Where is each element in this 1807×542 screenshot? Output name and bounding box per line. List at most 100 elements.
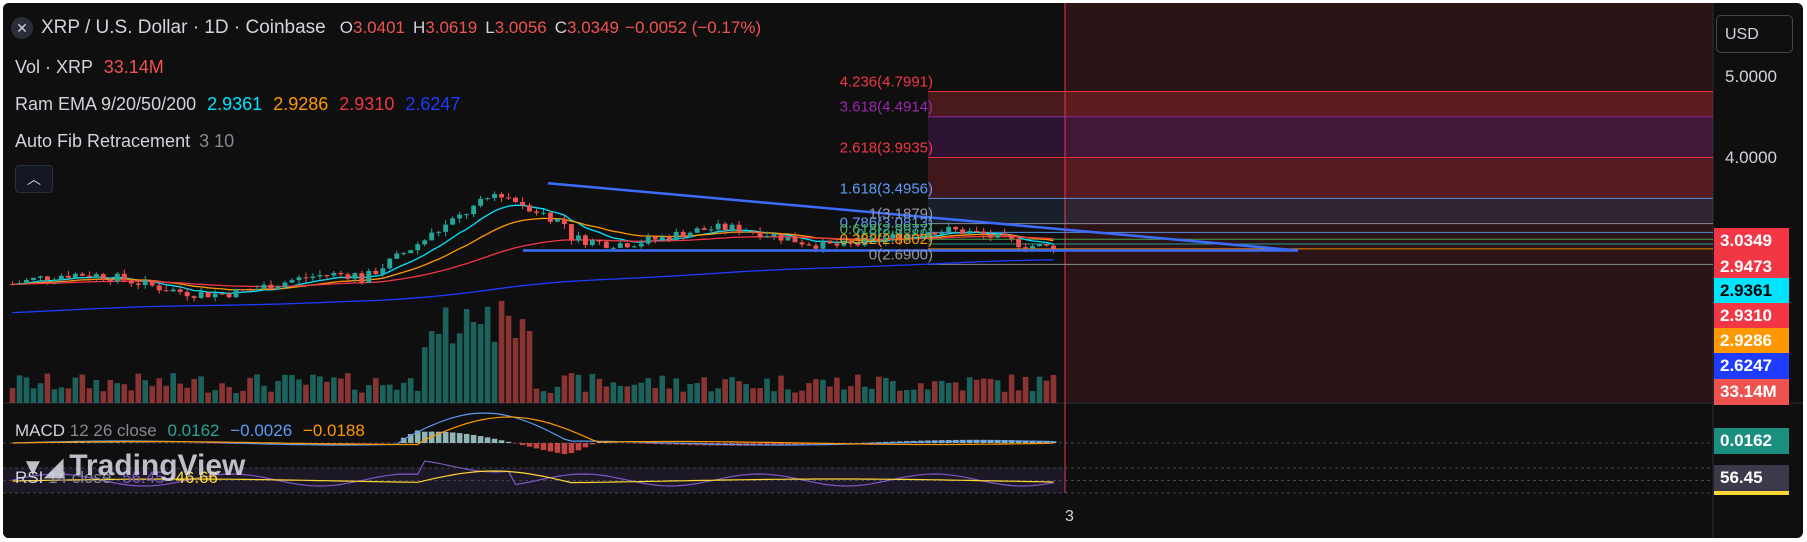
volume-bar	[931, 381, 938, 403]
volume-bar	[666, 388, 673, 403]
macd-legend[interactable]: MACD 12 26 close 0.0162 −0.0026 −0.0188	[15, 421, 365, 441]
candle-body	[548, 212, 553, 222]
volume-bar	[400, 382, 407, 403]
macd-histogram-bar	[107, 442, 114, 443]
candle-body	[631, 246, 637, 248]
volume-bar	[72, 377, 79, 403]
volume-bar	[393, 389, 400, 403]
macd-histogram-bar	[1050, 441, 1057, 443]
volume-bar	[226, 387, 232, 403]
currency-button[interactable]: USD	[1716, 15, 1793, 53]
volume-bar	[198, 376, 204, 403]
volume-bar	[9, 388, 16, 403]
fib-level-label: 4.236(4.7991)	[840, 73, 933, 90]
macd-line-value: −0.0026	[230, 421, 293, 440]
candle-body	[1044, 244, 1049, 246]
candle-body	[506, 197, 511, 199]
candle-body	[883, 238, 889, 242]
volume-bar	[883, 377, 889, 403]
symbol-title[interactable]: XRP / U.S. Dollar · 1D · Coinbase	[41, 17, 326, 38]
volume-bar	[1029, 391, 1036, 403]
candle-body	[408, 250, 414, 254]
candle-body	[289, 280, 295, 283]
macd-histogram-bar	[771, 443, 777, 446]
candle-body	[17, 283, 22, 285]
candle-body	[275, 286, 281, 290]
candle-body	[953, 226, 959, 230]
xrp-logo-icon: ✕	[11, 17, 33, 39]
volume-bar	[463, 309, 470, 403]
volume-bar	[715, 388, 721, 403]
candle-body	[764, 236, 770, 238]
candle-body	[24, 280, 29, 284]
macd-histogram-bar	[589, 443, 596, 445]
macd-histogram-bar	[65, 442, 72, 443]
macd-histogram-bar	[414, 430, 421, 443]
volume-bar	[834, 377, 840, 403]
candle-body	[478, 198, 484, 206]
volume-bar	[841, 389, 847, 403]
macd-histogram-bar	[505, 441, 512, 443]
candle-body	[876, 238, 882, 242]
candle-body	[149, 280, 155, 286]
open-label: O	[339, 18, 353, 37]
candle-body	[268, 284, 274, 290]
volume-bar	[729, 377, 735, 403]
collapse-legend-button[interactable]: ︿	[15, 165, 53, 193]
candle-body	[918, 234, 924, 236]
macd-histogram-bar	[561, 443, 568, 455]
candle-body	[422, 240, 428, 245]
candle-body	[792, 237, 798, 243]
change-value: −0.0052 (−0.17%)	[625, 18, 762, 37]
volume-bar	[184, 387, 190, 403]
fib-level-label: 0.382(2.8802)	[840, 231, 933, 248]
candle-body	[729, 224, 735, 231]
fib-band	[928, 198, 1713, 224]
volume-bar	[219, 383, 225, 403]
candle-body	[366, 270, 372, 283]
candle-body	[247, 289, 253, 291]
volume-bar	[386, 384, 393, 403]
candle-body	[387, 258, 393, 269]
macd-histogram-bar	[114, 442, 121, 443]
candle-body	[520, 201, 525, 206]
volume-legend[interactable]: Vol · XRP 33.14M	[15, 57, 164, 78]
volume-bar	[582, 391, 589, 403]
volume-bar	[568, 373, 575, 403]
candle-body	[226, 293, 232, 298]
macd-histogram-bar	[806, 443, 812, 445]
candle-body	[135, 283, 141, 285]
fib-legend[interactable]: Auto Fib Retracement 3 10	[15, 131, 234, 152]
candle-body	[51, 279, 57, 281]
volume-bar	[233, 392, 239, 403]
fib-level-label: 0(2.6900)	[869, 246, 933, 263]
rsi-legend[interactable]: RSI 14 close 56.45 46.66	[15, 468, 218, 488]
chart-canvas[interactable]: 4.236(4.7991) 3.618(4.4914) 2.618(3.9935) 1…	[3, 3, 1803, 538]
candle-body	[415, 244, 421, 251]
volume-bar	[407, 378, 414, 403]
candle-body	[708, 229, 714, 231]
volume-bar	[624, 386, 631, 403]
volume-bar	[324, 381, 330, 403]
candle-body	[750, 231, 756, 233]
candle-body	[205, 292, 211, 298]
volume-bar	[254, 374, 260, 403]
descending-trendline	[547, 181, 1299, 252]
macd-histogram-bar	[596, 442, 603, 443]
ema-legend[interactable]: Ram EMA 9/20/50/200 2.9361 2.9286 2.9310…	[15, 94, 460, 115]
volume-bar	[338, 378, 344, 403]
candle-body	[107, 279, 113, 282]
volume-bar	[456, 333, 463, 403]
candle-body	[380, 268, 386, 275]
candle-body	[806, 244, 812, 246]
volume-bar	[414, 390, 421, 403]
candle-body	[974, 231, 980, 233]
macd-histogram-bar	[533, 443, 540, 449]
macd-histogram-bar	[785, 443, 791, 446]
volume-bar	[903, 390, 910, 403]
candle-body	[666, 236, 672, 241]
volume-bar	[491, 341, 498, 403]
fib-level-label: 3.618(4.4914)	[840, 99, 933, 116]
candle-body	[778, 233, 784, 241]
candle-body	[10, 284, 15, 286]
